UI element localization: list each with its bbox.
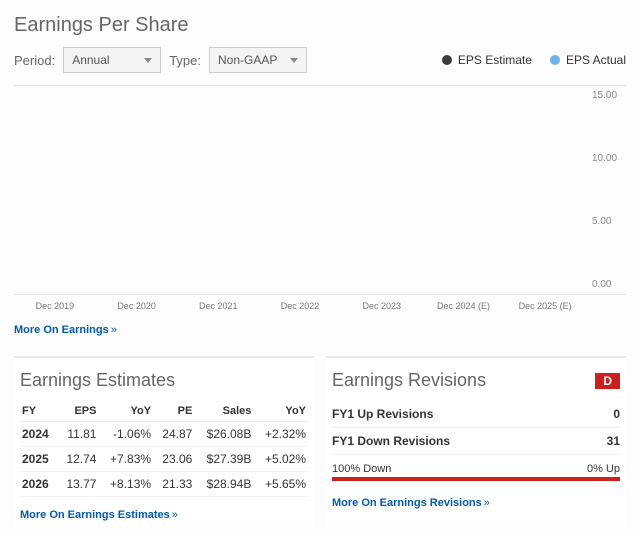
table-cell: +2.32%: [253, 422, 308, 447]
y-tick: 5.00: [592, 216, 626, 227]
revisions-up-label: 0% Up: [587, 463, 620, 475]
chevron-down-icon: [290, 58, 298, 63]
period-select[interactable]: Annual: [63, 47, 161, 73]
period-select-value: Annual: [72, 53, 109, 67]
revisions-row: FY1 Down Revisions 31: [332, 428, 620, 455]
panel-title-text: Earnings Revisions: [332, 370, 486, 391]
revisions-row-label: FY1 Down Revisions: [332, 434, 450, 448]
type-select-value: Non-GAAP: [218, 53, 277, 67]
y-tick: 0.00: [592, 279, 626, 290]
panel-title: Earnings Estimates: [20, 370, 308, 391]
y-axis: 15.00 10.00 5.00 0.00: [592, 86, 626, 294]
legend-item: EPS Estimate: [442, 53, 532, 67]
table-cell: -1.06%: [98, 422, 153, 447]
table-header: FY: [20, 401, 57, 422]
table-cell: 2026: [20, 472, 57, 497]
revisions-grade-badge: D: [595, 373, 620, 389]
link-label: More On Earnings: [14, 324, 109, 336]
legend-swatch: [550, 55, 560, 65]
revisions-down-label: 100% Down: [332, 463, 391, 475]
earnings-estimates-panel: Earnings Estimates FYEPSYoYPESalesYoY 20…: [14, 356, 314, 527]
type-select[interactable]: Non-GAAP: [209, 47, 307, 73]
y-tick: 10.00: [592, 153, 626, 164]
revisions-row-label: FY1 Up Revisions: [332, 407, 433, 421]
table-cell: 2024: [20, 422, 57, 447]
legend-swatch: [442, 55, 452, 65]
type-label: Type:: [169, 53, 201, 68]
earnings-revisions-panel: Earnings Revisions D FY1 Up Revisions0FY…: [326, 356, 626, 527]
table-cell: $28.94B: [194, 472, 253, 497]
period-label: Period:: [14, 53, 55, 68]
table-cell: 21.33: [153, 472, 194, 497]
x-tick: Dec 2023: [341, 301, 423, 311]
table-cell: 11.81: [57, 422, 98, 447]
table-header: PE: [153, 401, 194, 422]
chevron-down-icon: [144, 58, 152, 63]
raquo-icon: »: [111, 324, 117, 336]
table-cell: 23.06: [153, 447, 194, 472]
page-title: Earnings Per Share: [14, 14, 626, 37]
revisions-row-value: 0: [613, 407, 620, 421]
table-cell: 12.74: [57, 447, 98, 472]
link-label: More On Earnings Revisions: [332, 497, 482, 509]
controls-row: Period: Annual Type: Non-GAAP EPS Estima…: [14, 47, 626, 73]
table-cell: +5.65%: [253, 472, 308, 497]
legend-item: EPS Actual: [550, 53, 626, 67]
table-cell: +8.13%: [98, 472, 153, 497]
table-row: 202411.81-1.06%24.87$26.08B+2.32%: [20, 422, 308, 447]
eps-chart: 15.00 10.00 5.00 0.00: [14, 85, 626, 295]
table-header: YoY: [98, 401, 153, 422]
revisions-row: FY1 Up Revisions 0: [332, 401, 620, 428]
x-tick: Dec 2022: [259, 301, 341, 311]
table-cell: +7.83%: [98, 447, 153, 472]
chart-legend: EPS Estimate EPS Actual: [442, 53, 626, 67]
raquo-icon: »: [484, 497, 490, 509]
x-tick: Dec 2020: [96, 301, 178, 311]
legend-label: EPS Actual: [566, 53, 626, 67]
x-tick: Dec 2025 (E): [504, 301, 586, 311]
revisions-bar: 100% Down 0% Up: [332, 463, 620, 481]
x-tick: Dec 2019: [14, 301, 96, 311]
table-row: 202613.77+8.13%21.33$28.94B+5.65%: [20, 472, 308, 497]
x-tick: Dec 2021: [177, 301, 259, 311]
estimates-table: FYEPSYoYPESalesYoY 202411.81-1.06%24.87$…: [20, 401, 308, 497]
table-cell: 24.87: [153, 422, 194, 447]
revisions-row-value: 31: [607, 434, 620, 448]
table-row: 202512.74+7.83%23.06$27.39B+5.02%: [20, 447, 308, 472]
table-cell: $26.08B: [194, 422, 253, 447]
table-header: EPS: [57, 401, 98, 422]
panel-title: Earnings Revisions D: [332, 370, 620, 391]
table-cell: +5.02%: [253, 447, 308, 472]
x-axis: Dec 2019Dec 2020Dec 2021Dec 2022Dec 2023…: [14, 301, 626, 311]
legend-label: EPS Estimate: [458, 53, 532, 67]
table-header: YoY: [253, 401, 308, 422]
more-revisions-link[interactable]: More On Earnings Revisions »: [332, 497, 490, 509]
table-cell: 13.77: [57, 472, 98, 497]
table-cell: $27.39B: [194, 447, 253, 472]
table-cell: 2025: [20, 447, 57, 472]
more-earnings-link[interactable]: More On Earnings »: [14, 324, 117, 336]
y-tick: 15.00: [592, 90, 626, 101]
x-tick: Dec 2024 (E): [423, 301, 505, 311]
table-header: Sales: [194, 401, 253, 422]
